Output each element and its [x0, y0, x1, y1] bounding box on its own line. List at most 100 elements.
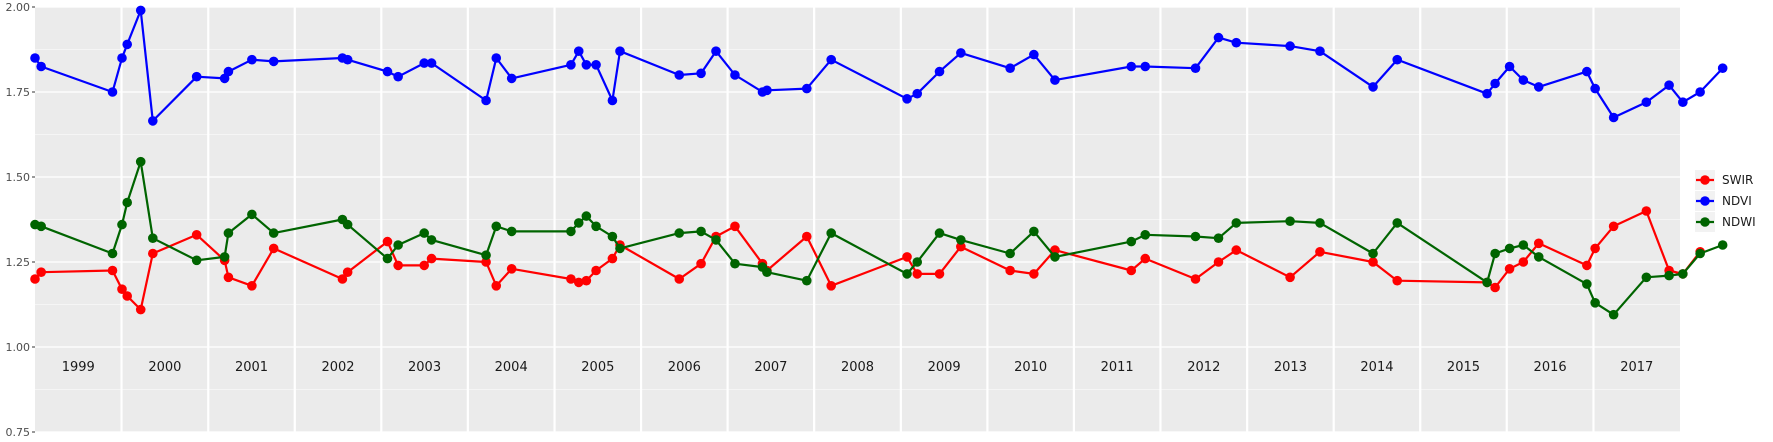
- data-point-ndvi: [1664, 80, 1674, 90]
- data-point-ndwi: [1695, 248, 1705, 259]
- data-point-ndwi: [1392, 218, 1403, 228]
- data-point-ndwi: [1050, 252, 1060, 262]
- data-point-ndvi: [1582, 66, 1592, 77]
- data-point-swir: [1533, 238, 1544, 249]
- data-point-ndvi: [826, 54, 836, 65]
- data-point-ndvi: [1608, 112, 1619, 123]
- data-point-swir: [337, 274, 348, 284]
- data-point-swir: [491, 281, 502, 291]
- data-point-ndwi: [1368, 248, 1378, 259]
- data-point-ndwi: [801, 275, 812, 286]
- legend-item-ndvi: NDVI: [1695, 191, 1752, 211]
- data-point-ndwi: [1190, 231, 1201, 242]
- data-point-swir: [956, 241, 966, 252]
- year-labels: 1999 2000 2001 2002 2003 2004 2005 2006 2007 2008…: [62, 360, 1654, 375]
- data-point-ndvi: [801, 83, 812, 94]
- data-point-swir: [223, 272, 234, 283]
- data-point-swir: [1590, 243, 1600, 254]
- data-point-ndvi: [1126, 61, 1137, 72]
- legend-item-ndwi: NDWI: [1695, 212, 1756, 232]
- year-label: 2006: [668, 360, 701, 375]
- data-point-ndwi: [615, 243, 625, 254]
- year-label: 2011: [1101, 360, 1134, 375]
- data-point-ndwi: [1029, 226, 1039, 237]
- data-point-ndwi: [762, 267, 772, 278]
- data-point-swir: [1392, 275, 1403, 286]
- data-point-swir: [801, 231, 812, 242]
- data-point-ndvi: [1231, 37, 1242, 48]
- data-point-ndwi: [419, 228, 430, 238]
- data-point-ndwi: [107, 248, 118, 259]
- data-point-swir: [1213, 257, 1224, 267]
- data-point-swir: [1608, 221, 1619, 232]
- data-point-swir: [1285, 272, 1295, 283]
- data-point-ndvi: [135, 5, 146, 16]
- data-point-ndvi: [956, 48, 966, 58]
- data-point-ndvi: [566, 60, 576, 70]
- data-point-ndwi: [223, 228, 234, 238]
- year-label: 2003: [408, 360, 441, 375]
- data-point-swir: [481, 257, 491, 267]
- data-point-ndwi: [1213, 233, 1224, 243]
- data-point-ndwi: [573, 218, 584, 228]
- data-point-swir: [1029, 269, 1039, 279]
- data-point-swir: [573, 277, 584, 288]
- data-point-swir: [419, 260, 430, 271]
- data-point-ndvi: [382, 66, 393, 77]
- data-point-swir: [1126, 265, 1137, 276]
- data-point-swir: [506, 264, 517, 274]
- year-label: 2012: [1187, 360, 1220, 375]
- data-point-ndvi: [674, 70, 685, 80]
- data-point-ndvi: [1285, 41, 1295, 51]
- data-point-ndwi: [902, 269, 912, 279]
- data-point-ndvi: [1678, 97, 1688, 107]
- data-point-swir: [1140, 253, 1151, 264]
- data-point-ndvi: [1005, 63, 1015, 73]
- data-point-ndvi: [1490, 78, 1500, 89]
- data-point-ndwi: [393, 240, 403, 250]
- data-point-ndvi: [419, 58, 430, 68]
- data-point-swir: [122, 291, 133, 301]
- data-point-ndvi: [1695, 87, 1705, 97]
- year-label: 2009: [928, 360, 961, 375]
- data-point-ndwi: [382, 253, 393, 264]
- data-point-ndwi: [1490, 248, 1500, 259]
- data-point-ndwi: [566, 226, 576, 237]
- data-point-ndwi: [1717, 240, 1728, 250]
- data-point-ndvi: [491, 53, 502, 63]
- y-tick-label: 1.50: [6, 171, 31, 184]
- year-label: 2010: [1014, 360, 1047, 375]
- data-point-ndwi: [1518, 240, 1529, 250]
- year-label: 2017: [1620, 360, 1653, 375]
- data-point-ndwi: [1533, 252, 1544, 262]
- data-point-swir: [426, 253, 437, 264]
- y-tick-label: 2.00: [6, 1, 31, 14]
- data-point-ndvi: [247, 54, 257, 65]
- data-point-ndwi: [1482, 277, 1492, 288]
- data-point-ndvi: [1140, 61, 1151, 72]
- data-point-ndwi: [268, 228, 279, 238]
- data-point-swir: [696, 258, 706, 269]
- data-point-ndwi: [581, 211, 592, 221]
- data-point-swir: [581, 275, 592, 286]
- year-label: 2014: [1360, 360, 1393, 375]
- year-label: 2000: [148, 360, 181, 375]
- legend-label: SWIR: [1722, 173, 1753, 187]
- legend-key-point: [1700, 217, 1710, 227]
- data-point-ndvi: [107, 87, 118, 97]
- series-ndvi: [30, 5, 1728, 126]
- data-point-ndvi: [1029, 49, 1039, 60]
- data-point-ndwi: [1231, 218, 1242, 228]
- data-point-ndvi: [1504, 61, 1515, 72]
- data-point-ndvi: [30, 53, 40, 63]
- data-point-ndwi: [711, 235, 721, 245]
- data-point-ndvi: [393, 71, 403, 82]
- year-label: 2005: [581, 360, 614, 375]
- data-point-swir: [247, 281, 257, 291]
- year-label: 1999: [62, 360, 95, 375]
- data-point-swir: [30, 274, 40, 284]
- data-point-ndvi: [191, 71, 202, 82]
- legend-label: NDWI: [1722, 215, 1756, 229]
- data-point-swir: [674, 274, 685, 284]
